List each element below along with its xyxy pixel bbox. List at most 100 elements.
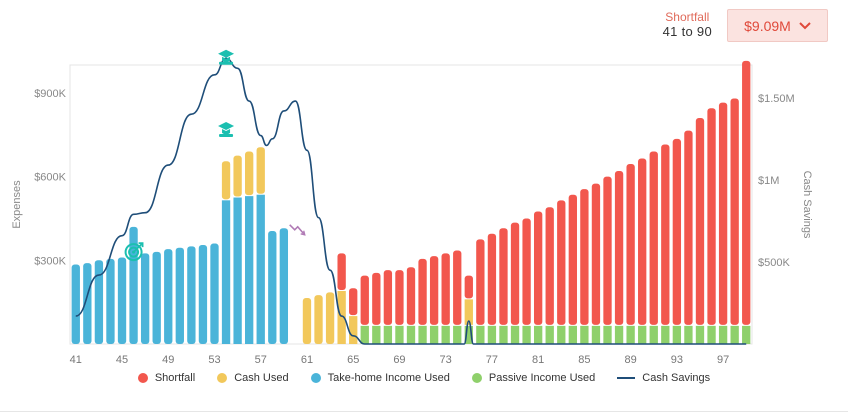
shortfall-value: $9.09M [744,17,791,34]
bar-passive-income-used-96 [707,325,716,344]
x-tick-label: 85 [578,354,590,366]
y-axis-label: Expenses [11,180,23,229]
bar-shortfall-81 [533,211,543,325]
y2-tick-label: $1.50M [758,93,795,105]
bar-shortfall-92 [661,144,670,325]
bar-cash-used-61 [302,297,312,344]
x-tick-label: 65 [347,354,359,366]
bar-take-home-income-used-41 [71,264,80,344]
bar-passive-income-used-98 [730,325,739,344]
bar-take-home-income-used-53 [210,243,219,344]
bar-shortfall-87 [603,176,612,325]
bar-shortfall-97 [718,102,728,325]
x-tick-label: 69 [393,354,405,366]
legend-item-cash-savings[interactable]: Cash Savings [617,372,710,384]
bar-passive-income-used-93 [672,325,682,344]
bar-shortfall-77 [487,233,497,325]
bar-shortfall-96 [707,108,716,325]
bar-passive-income-used-73 [441,325,450,344]
bar-shortfall-84 [568,194,577,325]
bar-passive-income-used-80 [522,325,531,344]
bar-passive-income-used-69 [395,325,404,344]
retirement-chart: $300K $600K $900K $500K $1M $1.50M 41 45 49 53 57 6… [11,49,813,366]
bar-shortfall-74 [453,250,462,325]
bar-passive-income-used-71 [418,325,427,344]
bar-take-home-income-used-49 [164,249,173,344]
graduation-cap-icon [218,122,235,138]
bar-cash-used-55 [233,155,242,197]
legend-line-swatch [617,377,636,379]
bar-passive-income-used-82 [545,325,554,344]
x-tick-label: 41 [70,354,82,366]
x-tick-label: 61 [301,354,313,366]
bar-passive-income-used-79 [510,325,520,344]
bar-take-home-income-used-59 [279,228,289,344]
bar-take-home-income-used-45 [117,257,127,344]
shortfall-label: Shortfall [665,10,710,24]
bar-cash-used-63 [325,292,335,344]
bar-take-home-income-used-55 [233,197,242,344]
bar-passive-income-used-70 [406,325,416,344]
bar-shortfall-66 [360,275,369,325]
bar-passive-income-used-72 [429,325,439,344]
y-tick-label: $300K [34,255,66,267]
bar-passive-income-used-74 [453,325,462,344]
bar-take-home-income-used-56 [245,196,254,344]
bar-take-home-income-used-43 [94,260,104,344]
downtrend-icon [289,224,306,236]
y-tick-label: $600K [34,172,66,184]
bar-shortfall-75 [464,275,473,299]
legend-item-shortfall[interactable]: Shortfall [137,372,195,384]
age-range: 41 to 90 [662,24,712,40]
x-tick-label: 81 [532,354,544,366]
bar-shortfall-88 [614,171,624,325]
bar-shortfall-68 [383,270,393,325]
bar-take-home-income-used-48 [152,251,161,344]
bar-passive-income-used-88 [614,325,624,344]
bar-passive-income-used-89 [626,325,635,344]
chevron-down-icon [799,18,811,32]
y2-axis-label: Cash Savings [801,171,813,239]
x-tick-label: 49 [162,354,174,366]
legend-label: Cash Used [234,372,289,384]
bar-shortfall-98 [730,98,739,325]
bar-shortfall-93 [672,138,682,325]
cash-savings-line [75,57,747,345]
bar-shortfall-80 [522,218,531,325]
shortfall-dropdown-button[interactable]: $9.09M [727,9,828,42]
bar-shortfall-82 [545,207,554,325]
bar-cash-used-54 [221,161,231,200]
bar-cash-used-64 [337,290,346,344]
bar-shortfall-67 [372,272,381,325]
legend-dot [137,373,148,383]
legend-item-passive-income-used[interactable]: Passive Income Used [471,372,595,384]
bar-passive-income-used-91 [649,325,658,344]
bar-shortfall-78 [499,228,508,325]
bar-cash-used-75 [464,299,473,325]
x-tick-label: 77 [486,354,498,366]
y2-tick-label: $500K [758,257,790,269]
x-tick-label: 45 [116,354,128,366]
bar-take-home-income-used-51 [187,246,196,344]
bar-passive-income-used-86 [591,325,601,344]
bar-take-home-income-used-54 [221,200,231,344]
bar-take-home-income-used-42 [83,263,92,344]
bar-passive-income-used-84 [568,325,577,344]
divider [0,411,848,412]
bar-shortfall-65 [349,288,358,316]
bar-take-home-income-used-47 [140,253,150,344]
bar-shortfall-90 [638,158,647,325]
bar-take-home-income-used-57 [256,194,265,344]
bar-passive-income-used-99 [742,325,751,344]
chart-legend: Shortfall Cash Used Take-home Income Used P… [0,372,848,384]
bar-shortfall-85 [580,189,589,325]
bar-shortfall-99 [742,60,751,325]
bar-shortfall-73 [441,253,450,325]
legend-item-take-home-income-used[interactable]: Take-home Income Used [310,372,450,384]
bar-passive-income-used-81 [533,325,543,344]
bar-passive-income-used-95 [695,325,705,344]
bar-cash-used-62 [314,295,323,344]
legend-item-cash-used[interactable]: Cash Used [217,372,289,384]
x-tick-label: 89 [625,354,637,366]
bar-shortfall-72 [429,256,439,325]
